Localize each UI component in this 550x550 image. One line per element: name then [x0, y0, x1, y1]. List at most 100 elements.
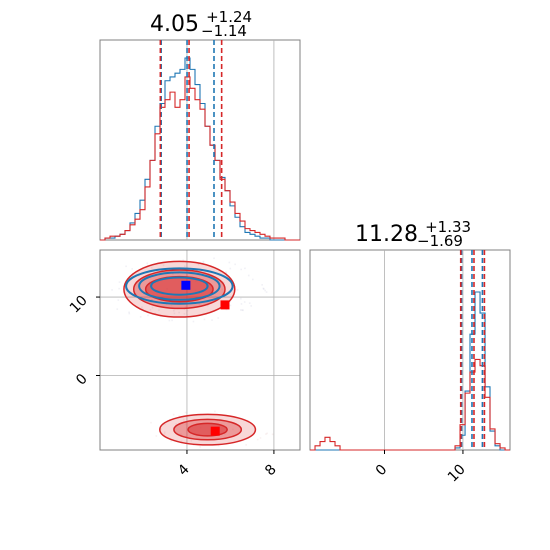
scatter-sample-point	[182, 418, 185, 421]
scatter-sample-point	[180, 440, 183, 443]
scatter-sample-point	[247, 274, 250, 277]
hist-x-frame	[99, 39, 301, 241]
scatter-sample-point	[128, 312, 131, 315]
scatter-sample-point	[163, 431, 166, 434]
scatter-sample-point	[150, 421, 152, 424]
scatter-sample-point	[243, 301, 246, 303]
hist-y-grid	[384, 250, 464, 450]
scatter-sample-point	[178, 311, 180, 314]
scatter-sample-point	[225, 272, 227, 274]
scatter-sample-point	[241, 309, 244, 311]
scatter-sample-point	[236, 289, 239, 291]
scatter-sample-point	[150, 298, 153, 301]
scatter-sample-point	[250, 305, 252, 307]
scatter-marker-blue	[181, 280, 191, 290]
hist-y-x-ticks: 0 10	[373, 450, 469, 485]
scatter-sample-point	[171, 319, 173, 322]
scatter-marker-red	[220, 300, 230, 310]
scatter-sample-point	[186, 314, 189, 316]
scatter-sample-point	[163, 433, 166, 435]
scatter-sample-point	[266, 432, 268, 435]
scatter-sample-point	[192, 320, 195, 323]
scatter-sample-point	[224, 433, 226, 435]
scatter-sample-point	[111, 289, 113, 291]
scatter-y-ticks: 0 10	[67, 293, 100, 389]
scatter-sample-point	[186, 309, 189, 312]
scatter-sample-point	[155, 435, 158, 437]
scatter-sample-point	[184, 411, 187, 414]
scatter-sample-point	[219, 282, 221, 284]
scatter-sample-point	[117, 299, 120, 301]
hist-y-frame	[309, 249, 511, 451]
hist-y-title-main: 11.28	[355, 222, 418, 247]
hist-y-x-tick-label: 10	[445, 462, 469, 486]
scatter-sample-point	[228, 261, 231, 264]
scatter-sample-point	[211, 319, 213, 321]
scatter-sample-point	[118, 287, 120, 290]
scatter-sample-point	[184, 305, 187, 308]
scatter-sample-point	[244, 267, 246, 270]
scatter-frame	[99, 249, 301, 451]
scatter-sample-point	[164, 423, 166, 426]
scatter-sample-point	[139, 316, 142, 318]
hist-x-panel: 4.05 +1.24 −1.14	[99, 8, 301, 241]
scatter-sample-point	[183, 313, 186, 315]
scatter-sample-point	[184, 423, 187, 426]
scatter-sample-point	[248, 302, 251, 305]
scatter-sample-point	[175, 423, 177, 425]
scatter-sample-point	[264, 289, 266, 292]
scatter-sample-point	[207, 304, 209, 307]
scatter-sample-point	[199, 446, 201, 448]
scatter-sample-point	[131, 268, 134, 270]
hist-x-series-red	[100, 76, 300, 241]
scatter-x-tick-label: 8	[262, 462, 280, 480]
scatter-sample-point	[158, 309, 160, 311]
scatter-sample-point	[173, 312, 176, 315]
scatter-sample-point	[162, 264, 165, 267]
scatter-sample-point	[183, 308, 186, 311]
scatter-sample-point	[172, 273, 174, 275]
hist-x-title: 4.05 +1.24	[150, 8, 252, 37]
scatter-sample-point	[160, 428, 162, 430]
scatter-sample-point	[265, 291, 268, 293]
scatter-marker-red	[210, 426, 220, 436]
contour-red-level	[187, 422, 228, 437]
scatter-sample-point	[128, 311, 130, 314]
scatter-sample-point	[137, 275, 140, 277]
scatter-sample-point	[256, 438, 259, 441]
scatter-sample-point	[221, 288, 223, 291]
scatter-y-tick-label: 10	[67, 293, 91, 317]
scatter-sample-point	[173, 309, 175, 312]
scatter-sample-point	[240, 297, 242, 300]
scatter-y-tick-label: 0	[73, 371, 91, 389]
scatter-sample-point	[149, 308, 152, 311]
scatter-sample-point	[180, 433, 182, 436]
scatter-sample-point	[229, 304, 232, 307]
scatter-sample-point	[245, 444, 248, 446]
scatter-sample-point	[141, 306, 143, 308]
scatter-sample-point	[184, 265, 186, 268]
scatter-sample-point	[262, 288, 265, 290]
contour-blue-level	[125, 267, 234, 305]
scatter-sample-point	[151, 299, 153, 301]
hist-y-title: 11.28 +1.33	[355, 218, 471, 247]
scatter-sample-point	[261, 284, 263, 286]
scatter-sample-point	[148, 281, 151, 283]
contour-blue-level	[150, 276, 209, 296]
scatter-sample-point	[192, 444, 195, 446]
hist-x-title-sup: +1.24	[206, 8, 252, 26]
scatter-sample-point	[229, 267, 232, 270]
scatter-sample-point	[182, 259, 185, 262]
scatter-x-tick-label: 4	[175, 461, 193, 479]
scatter-sample-point	[147, 314, 149, 317]
scatter-sample-point	[242, 309, 244, 312]
scatter-sample-point	[214, 295, 217, 298]
scatter-sample-point	[203, 318, 206, 321]
scatter-sample-point	[150, 266, 153, 269]
hist-x-series	[100, 57, 300, 241]
contour-blue-level	[138, 271, 221, 301]
hist-x-quantiles	[159, 40, 223, 240]
scatter-sample-point	[151, 306, 154, 309]
